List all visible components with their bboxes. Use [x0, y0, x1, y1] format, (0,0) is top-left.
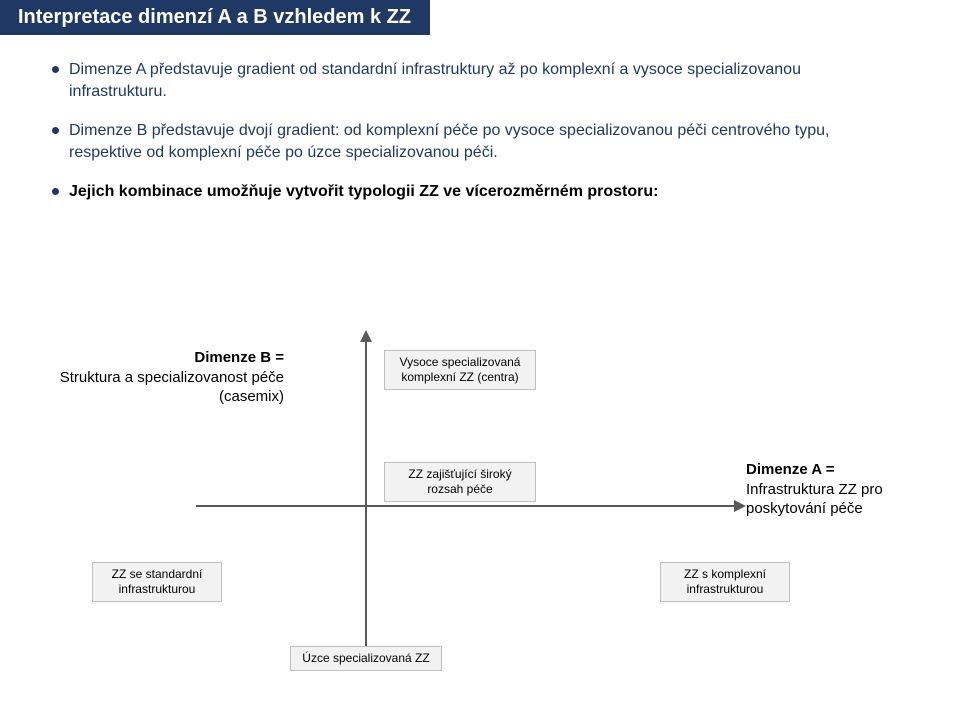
dim-a-label-bold: Dimenze A =	[746, 461, 835, 478]
box-top: Vysoce specializovaná komplexní ZZ (cent…	[384, 350, 536, 390]
dim-a-label: Dimenze A = Infrastruktura ZZ pro poskyt…	[746, 460, 936, 519]
page-title: Interpretace dimenzí A a B vzhledem k ZZ	[18, 6, 411, 28]
horizontal-axis	[196, 505, 736, 507]
bullet-item: Jejich kombinace umožňuje vytvořit typol…	[52, 181, 872, 203]
box-right-bottom: ZZ s komplexní infrastrukturou	[660, 562, 790, 602]
box-bottom: Úzce specializovaná ZZ	[290, 646, 442, 671]
bullet-item: Dimenze A představuje gradient od standa…	[52, 59, 872, 102]
dim-b-label: Dimenze B = Struktura a specializovanost…	[58, 348, 284, 407]
box-middle-top: ZZ zajišťující široký rozsah péče	[384, 462, 536, 502]
bullet-item: Dimenze B představuje dvojí gradient: od…	[52, 120, 872, 163]
dim-b-label-rest: Struktura a specializovanost péče (casem…	[60, 369, 284, 406]
bullet-text: Jejich kombinace umožňuje vytvořit typol…	[69, 181, 658, 203]
bullet-dot-icon	[52, 188, 59, 195]
quadrant-diagram: Dimenze B = Struktura a specializovanost…	[0, 300, 959, 700]
bullet-list: Dimenze A představuje gradient od standa…	[52, 59, 872, 203]
title-bar: Interpretace dimenzí A a B vzhledem k ZZ	[0, 0, 430, 35]
bullet-dot-icon	[52, 66, 59, 73]
bullet-text: Dimenze A představuje gradient od standa…	[69, 59, 872, 102]
dim-a-label-rest: Infrastruktura ZZ pro poskytování péče	[746, 481, 883, 518]
dim-b-label-bold: Dimenze B =	[194, 349, 284, 366]
bullet-dot-icon	[52, 127, 59, 134]
box-left-bottom: ZZ se standardní infrastrukturou	[92, 562, 222, 602]
bullet-text: Dimenze B představuje dvojí gradient: od…	[69, 120, 872, 163]
